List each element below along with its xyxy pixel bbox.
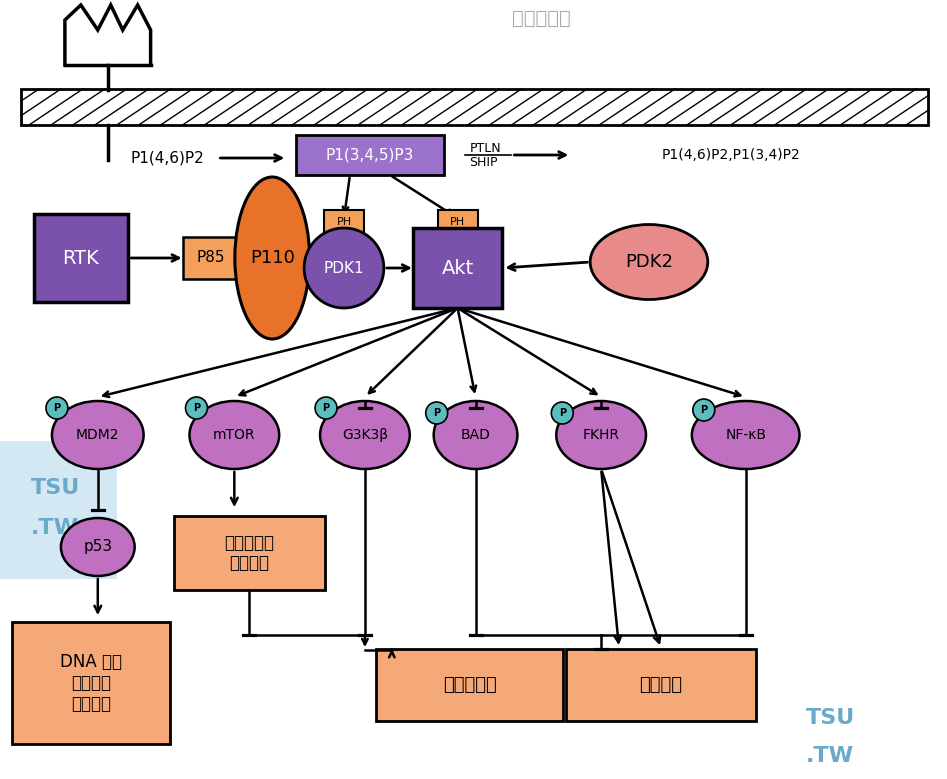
- Ellipse shape: [556, 401, 646, 469]
- Text: P110: P110: [250, 249, 295, 267]
- Text: PDK1: PDK1: [324, 260, 365, 276]
- Ellipse shape: [189, 401, 279, 469]
- Text: NF-κB: NF-κB: [725, 428, 766, 442]
- Ellipse shape: [235, 177, 310, 339]
- Text: PH: PH: [450, 217, 465, 227]
- Ellipse shape: [434, 401, 517, 469]
- Text: P: P: [559, 408, 565, 418]
- Text: P: P: [193, 403, 200, 413]
- FancyBboxPatch shape: [438, 210, 477, 234]
- FancyBboxPatch shape: [0, 441, 116, 579]
- FancyBboxPatch shape: [324, 210, 364, 234]
- Circle shape: [46, 397, 68, 419]
- Text: Akt: Akt: [441, 259, 474, 277]
- Text: P: P: [433, 408, 440, 418]
- Ellipse shape: [320, 401, 410, 469]
- Text: MDM2: MDM2: [76, 428, 119, 442]
- Ellipse shape: [692, 401, 799, 469]
- Text: SHIP: SHIP: [470, 156, 498, 168]
- Text: p53: p53: [83, 540, 113, 555]
- Circle shape: [315, 397, 337, 419]
- Text: mTOR: mTOR: [213, 428, 256, 442]
- Text: BAD: BAD: [460, 428, 491, 442]
- Ellipse shape: [304, 228, 384, 308]
- Circle shape: [186, 397, 207, 419]
- Text: .TW: .TW: [806, 746, 853, 766]
- Circle shape: [693, 399, 715, 421]
- Text: FKHR: FKHR: [582, 428, 619, 442]
- Text: P1(4,6)P2,P1(3,4)P2: P1(4,6)P2,P1(3,4)P2: [661, 148, 800, 162]
- Circle shape: [426, 402, 448, 424]
- Text: 天山医学院: 天山医学院: [512, 9, 571, 27]
- FancyBboxPatch shape: [376, 649, 563, 721]
- Circle shape: [551, 402, 573, 424]
- FancyBboxPatch shape: [296, 135, 443, 175]
- FancyBboxPatch shape: [413, 228, 503, 308]
- Ellipse shape: [52, 401, 144, 469]
- Text: 蛋白质合成
细胞生长: 蛋白质合成 细胞生长: [224, 534, 275, 573]
- Text: P1(3,4,5)P3: P1(3,4,5)P3: [326, 147, 414, 163]
- FancyBboxPatch shape: [21, 89, 928, 125]
- FancyBboxPatch shape: [566, 649, 756, 721]
- FancyBboxPatch shape: [12, 622, 170, 744]
- Text: DNA 损伤
修复细胞
周期调控: DNA 损伤 修复细胞 周期调控: [60, 654, 122, 713]
- Ellipse shape: [590, 224, 707, 299]
- Text: P85: P85: [196, 251, 224, 266]
- Text: TSU: TSU: [806, 708, 855, 728]
- Text: TSU: TSU: [31, 478, 80, 498]
- Text: P: P: [53, 403, 61, 413]
- Text: PTLN: PTLN: [470, 142, 501, 154]
- Text: P1(4,6)P2: P1(4,6)P2: [131, 150, 205, 165]
- Text: G3K3β: G3K3β: [342, 428, 388, 442]
- Text: 葡萄糖代谢: 葡萄糖代谢: [442, 676, 496, 694]
- Text: P: P: [323, 403, 330, 413]
- Text: 细胞凋亡: 细胞凋亡: [639, 676, 683, 694]
- Text: .TW: .TW: [31, 518, 80, 538]
- Ellipse shape: [61, 518, 134, 576]
- FancyBboxPatch shape: [173, 516, 325, 590]
- Text: PDK2: PDK2: [625, 253, 673, 271]
- FancyBboxPatch shape: [183, 237, 239, 279]
- Text: RTK: RTK: [63, 249, 99, 267]
- Text: PH: PH: [336, 217, 351, 227]
- FancyBboxPatch shape: [33, 214, 128, 302]
- Text: P: P: [700, 405, 707, 415]
